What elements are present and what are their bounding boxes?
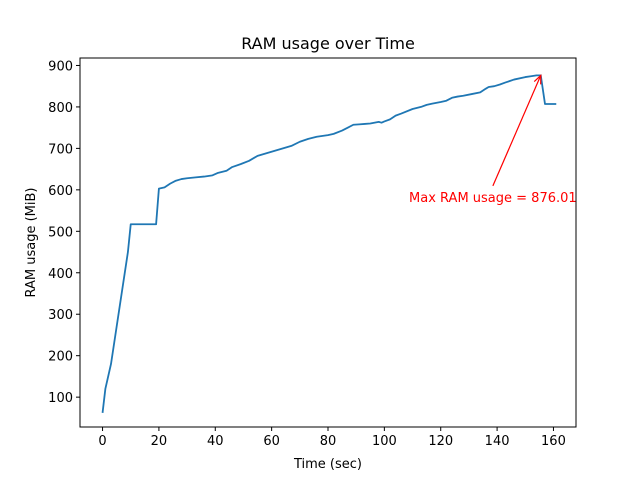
y-tick-label: 800 bbox=[48, 101, 73, 116]
x-tick-label: 0 bbox=[98, 434, 106, 449]
y-tick-label: 900 bbox=[48, 59, 73, 74]
series-line bbox=[101, 74, 557, 414]
x-tick-label: 40 bbox=[207, 434, 224, 449]
x-tick-label: 20 bbox=[151, 434, 168, 449]
x-tick-label: 100 bbox=[372, 434, 397, 449]
annotation-arrow-line bbox=[492, 75, 542, 187]
y-axis: 100 200 300 400 500 600 700 800 900 bbox=[48, 59, 80, 406]
x-axis: 0 20 40 60 80 100 120 140 160 bbox=[98, 427, 566, 449]
x-tick-label: 120 bbox=[428, 434, 453, 449]
chart-title: RAM usage over Time bbox=[241, 34, 415, 53]
y-tick-label: 300 bbox=[48, 308, 73, 323]
x-axis-label: Time (sec) bbox=[293, 457, 362, 472]
y-tick-label: 700 bbox=[48, 142, 73, 157]
x-tick-label: 160 bbox=[541, 434, 566, 449]
plot-area bbox=[101, 74, 557, 414]
x-tick-label: 140 bbox=[485, 434, 510, 449]
y-tick-label: 200 bbox=[48, 350, 73, 365]
y-axis-label: RAM usage (MiB) bbox=[24, 188, 39, 298]
y-tick-label: 500 bbox=[48, 225, 73, 240]
annotation-text: Max RAM usage = 876.01 bbox=[409, 191, 577, 206]
annotation-arrow-head bbox=[533, 73, 542, 85]
y-tick-label: 400 bbox=[48, 267, 73, 282]
y-tick-label: 600 bbox=[48, 184, 73, 199]
x-tick-label: 80 bbox=[320, 434, 337, 449]
x-tick-label: 60 bbox=[263, 434, 280, 449]
axes-frame bbox=[79, 57, 577, 428]
max-annotation: Max RAM usage = 876.01 bbox=[409, 73, 577, 206]
y-tick-label: 100 bbox=[48, 391, 73, 406]
